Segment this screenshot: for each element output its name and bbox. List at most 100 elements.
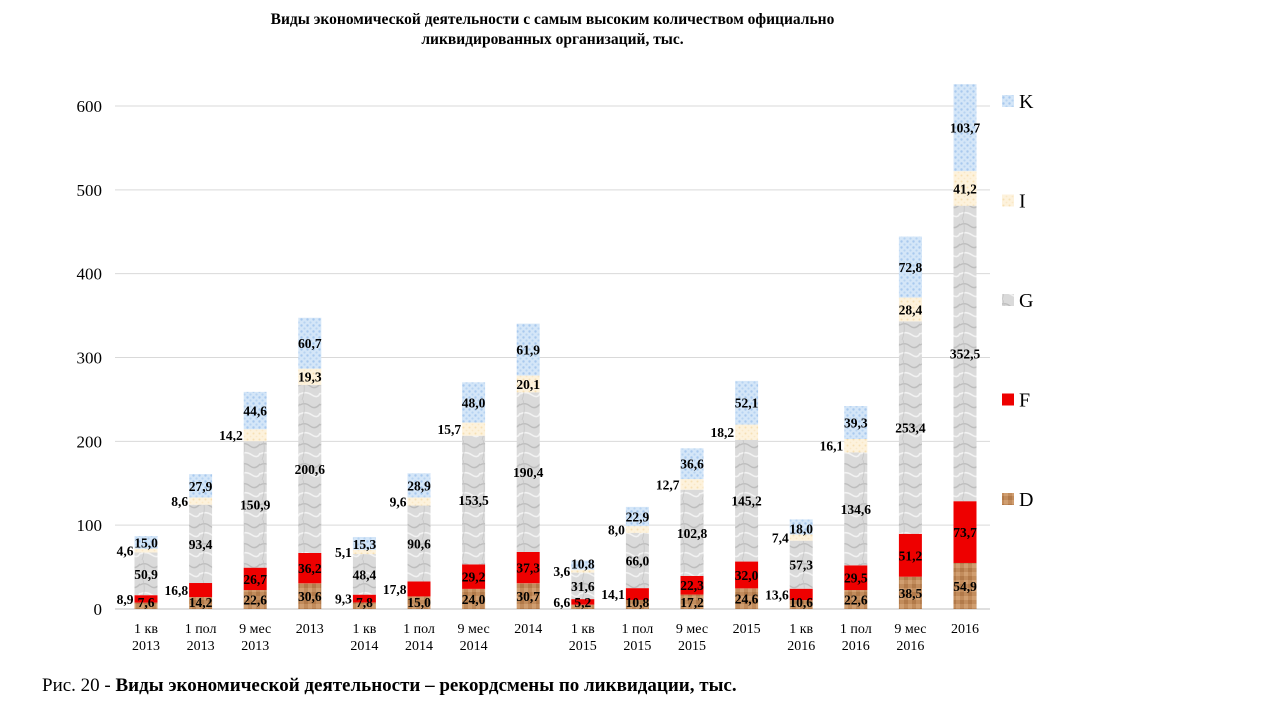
bar-segment-I bbox=[789, 534, 813, 541]
data-label-D: 22,6 bbox=[243, 593, 267, 608]
chart-title-line1: Виды экономической деятельности с самым … bbox=[270, 11, 835, 28]
data-label-F: 6,6 bbox=[553, 595, 570, 610]
y-tick-label: 600 bbox=[77, 97, 103, 116]
data-label-F: 22,3 bbox=[680, 578, 704, 593]
bar-segment-D bbox=[680, 594, 704, 609]
x-tick-label: 9 мес bbox=[894, 622, 926, 637]
data-label-I: 9,6 bbox=[390, 495, 407, 510]
bar-segment-D bbox=[953, 562, 977, 609]
data-label-G: 50,9 bbox=[134, 567, 158, 582]
bar-segment-G bbox=[625, 532, 649, 589]
data-label-G: 134,6 bbox=[841, 502, 872, 517]
bar-segment-I bbox=[298, 368, 322, 385]
bar-segment-K bbox=[680, 448, 704, 480]
bar-segment-D bbox=[789, 600, 813, 609]
labels-layer: 7,68,950,94,615,014,216,893,48,627,922,6… bbox=[117, 121, 981, 610]
data-label-K: 61,9 bbox=[516, 343, 540, 358]
data-label-F: 51,2 bbox=[899, 548, 923, 563]
bar-segment-F bbox=[407, 581, 431, 597]
bar-segment-K bbox=[789, 519, 813, 535]
data-label-I: 5,1 bbox=[335, 545, 352, 560]
caption-bold: Виды экономической деятельности – рекорд… bbox=[115, 675, 737, 696]
bar-segment-F bbox=[352, 594, 376, 603]
x-tick-label: 2013 bbox=[187, 639, 215, 654]
data-label-D: 10,6 bbox=[789, 595, 813, 610]
data-label-G: 31,6 bbox=[571, 579, 595, 594]
caption-prefix: Рис. 20 - bbox=[42, 675, 116, 696]
x-axis: 1 кв 2013 1 пол 2013 9 мес 2013 2013 1 кв 2014 1 … bbox=[132, 622, 979, 654]
x-tick-label: 2015 bbox=[678, 639, 706, 654]
bar-segment-G bbox=[898, 321, 922, 534]
legend-label-F: F bbox=[1019, 390, 1030, 412]
bar-segment-I bbox=[898, 297, 922, 322]
bar-segment-I bbox=[407, 497, 431, 506]
x-tick-label: 2016 bbox=[787, 639, 815, 654]
x-tick-label: 1 кв bbox=[352, 622, 376, 637]
bar-segment-D bbox=[625, 599, 649, 609]
x-tick-label: 1 кв bbox=[789, 622, 813, 637]
bar-segment-I bbox=[243, 429, 267, 442]
data-label-G: 93,4 bbox=[189, 537, 213, 552]
bar-segment-D bbox=[516, 583, 540, 609]
data-label-K: 103,7 bbox=[950, 121, 981, 136]
x-tick-label: 2015 bbox=[569, 639, 597, 654]
data-label-I: 15,7 bbox=[437, 422, 461, 437]
bar-segment-F bbox=[134, 595, 158, 603]
data-label-D: 15,0 bbox=[407, 595, 431, 610]
data-label-D: 24,6 bbox=[735, 592, 759, 607]
data-label-F: 9,3 bbox=[335, 592, 352, 607]
chart-title-line2: ликвидированных организаций, тыс. bbox=[421, 31, 684, 48]
data-label-I: 18,2 bbox=[710, 425, 734, 440]
data-label-I: 12,7 bbox=[656, 477, 680, 492]
bar-segment-I bbox=[735, 424, 759, 440]
data-label-F: 32,0 bbox=[735, 568, 759, 583]
x-tick-label: 1 пол bbox=[185, 622, 217, 637]
bar-segment-K bbox=[571, 560, 595, 570]
bar-segment-D bbox=[898, 576, 922, 609]
bar-segment-F bbox=[462, 564, 486, 589]
x-tick-label: 2016 bbox=[951, 622, 979, 637]
data-label-D: 24,0 bbox=[462, 592, 486, 607]
y-tick-label: 100 bbox=[77, 516, 103, 535]
x-tick-label: 2014 bbox=[350, 639, 378, 654]
bar-segment-F bbox=[898, 533, 922, 577]
data-label-F: 37,3 bbox=[516, 561, 540, 576]
bar-segment-F bbox=[680, 575, 704, 595]
data-label-D: 30,6 bbox=[298, 589, 322, 604]
data-label-K: 52,1 bbox=[735, 396, 759, 411]
bar-segment-K bbox=[298, 317, 322, 369]
bar-segment-K bbox=[352, 536, 376, 550]
x-tick-label: 2016 bbox=[896, 639, 924, 654]
data-label-G: 102,8 bbox=[677, 526, 708, 541]
bar-segment-I bbox=[680, 479, 704, 490]
bar-segment-K bbox=[407, 473, 431, 498]
x-tick-label: 1 кв bbox=[571, 622, 595, 637]
x-tick-label: 2013 bbox=[296, 622, 324, 637]
bar-segment-G bbox=[680, 489, 704, 576]
bar-segment-I bbox=[134, 548, 158, 553]
data-label-K: 72,8 bbox=[899, 260, 923, 275]
data-label-G: 352,5 bbox=[950, 346, 981, 361]
bars-layer bbox=[134, 84, 977, 609]
data-label-I: 16,1 bbox=[820, 439, 844, 454]
data-label-F: 17,8 bbox=[383, 582, 407, 597]
x-tick-label: 1 пол bbox=[840, 622, 872, 637]
y-tick-label: 200 bbox=[77, 432, 103, 451]
bar-segment-G bbox=[571, 572, 595, 600]
x-tick-label: 1 кв bbox=[134, 622, 158, 637]
data-label-D: 7,6 bbox=[138, 595, 155, 610]
bar-segment-K bbox=[625, 506, 649, 527]
legend-label-D: D bbox=[1019, 489, 1033, 511]
bar-segment-F bbox=[953, 501, 977, 563]
legend-swatch-F bbox=[1002, 393, 1014, 406]
data-label-F: 29,2 bbox=[462, 570, 486, 585]
x-tick-label: 9 мес bbox=[239, 622, 271, 637]
bar-segment-G bbox=[844, 452, 868, 566]
data-label-K: 15,3 bbox=[353, 537, 377, 552]
bar-segment-K bbox=[953, 84, 977, 172]
x-tick-label: 9 мес bbox=[458, 622, 490, 637]
data-label-I: 3,6 bbox=[553, 564, 570, 579]
bar-segment-D bbox=[844, 590, 868, 609]
data-label-I: 4,6 bbox=[117, 544, 134, 559]
bar-segment-I bbox=[571, 569, 595, 573]
